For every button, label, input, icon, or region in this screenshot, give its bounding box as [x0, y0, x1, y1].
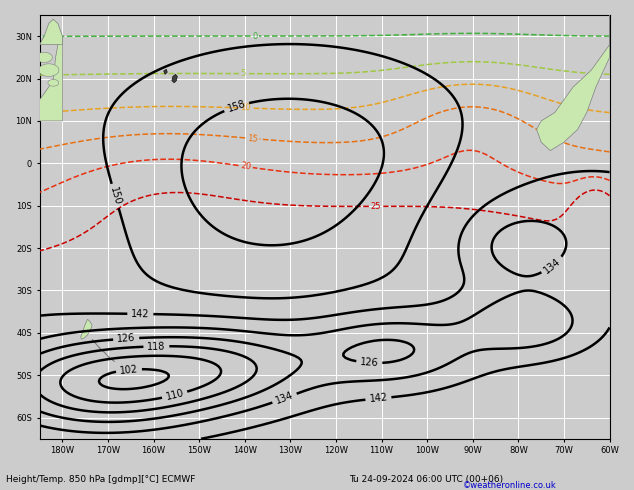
Text: 15: 15: [247, 134, 258, 144]
Text: 126: 126: [117, 333, 136, 344]
Text: 110: 110: [165, 388, 184, 402]
Text: 142: 142: [369, 392, 388, 404]
Polygon shape: [48, 79, 59, 86]
Polygon shape: [92, 339, 115, 362]
Polygon shape: [40, 19, 62, 45]
Text: 10: 10: [240, 103, 251, 113]
Text: 102: 102: [119, 364, 139, 376]
Text: 118: 118: [147, 341, 165, 351]
Text: 126: 126: [359, 357, 378, 368]
Text: 20: 20: [240, 161, 252, 172]
Text: Height/Temp. 850 hPa [gdmp][°C] ECMWF: Height/Temp. 850 hPa [gdmp][°C] ECMWF: [6, 475, 196, 484]
Text: Tu 24-09-2024 06:00 UTC (00+06): Tu 24-09-2024 06:00 UTC (00+06): [349, 475, 503, 484]
Polygon shape: [36, 52, 53, 62]
Text: 134: 134: [274, 391, 295, 406]
Polygon shape: [39, 64, 59, 76]
Text: 25: 25: [371, 202, 382, 211]
Text: ©weatheronline.co.uk: ©weatheronline.co.uk: [463, 481, 557, 490]
Polygon shape: [40, 36, 62, 121]
Text: 5: 5: [241, 69, 246, 78]
Text: 134: 134: [542, 256, 562, 275]
Text: 158: 158: [226, 99, 247, 114]
Polygon shape: [164, 69, 167, 74]
Polygon shape: [81, 319, 92, 339]
Text: 142: 142: [131, 309, 150, 319]
Text: 0: 0: [252, 31, 257, 41]
Polygon shape: [536, 15, 609, 150]
Text: 150: 150: [108, 186, 122, 206]
Polygon shape: [172, 74, 178, 83]
